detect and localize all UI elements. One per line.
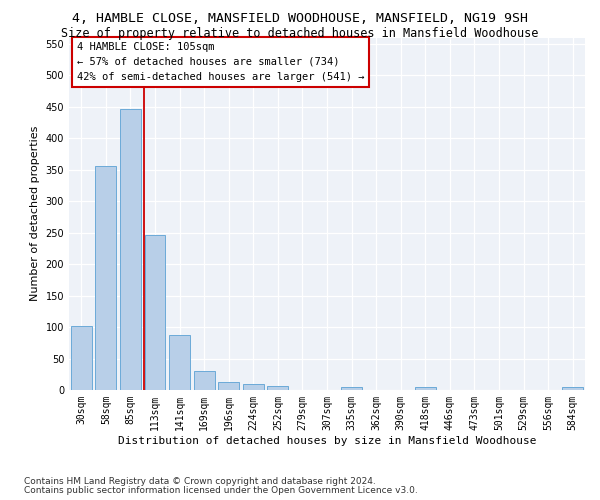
Text: Size of property relative to detached houses in Mansfield Woodhouse: Size of property relative to detached ho…	[61, 28, 539, 40]
Bar	[194, 371, 215, 390]
Bar	[243, 384, 264, 390]
Text: 4 HAMBLE CLOSE: 105sqm
← 57% of detached houses are smaller (734)
42% of semi-de: 4 HAMBLE CLOSE: 105sqm ← 57% of detached…	[77, 42, 364, 82]
Bar	[169, 334, 190, 390]
X-axis label: Distribution of detached houses by size in Mansfield Woodhouse: Distribution of detached houses by size …	[118, 436, 536, 446]
Text: 4, HAMBLE CLOSE, MANSFIELD WOODHOUSE, MANSFIELD, NG19 9SH: 4, HAMBLE CLOSE, MANSFIELD WOODHOUSE, MA…	[72, 12, 528, 26]
Bar	[95, 166, 116, 390]
Bar	[415, 387, 436, 390]
Bar	[145, 235, 166, 390]
Bar	[120, 108, 141, 390]
Y-axis label: Number of detached properties: Number of detached properties	[30, 126, 40, 302]
Bar	[218, 382, 239, 390]
Text: Contains HM Land Registry data © Crown copyright and database right 2024.: Contains HM Land Registry data © Crown c…	[24, 477, 376, 486]
Bar	[71, 326, 92, 390]
Bar	[562, 387, 583, 390]
Bar	[341, 387, 362, 390]
Text: Contains public sector information licensed under the Open Government Licence v3: Contains public sector information licen…	[24, 486, 418, 495]
Bar	[268, 386, 289, 390]
